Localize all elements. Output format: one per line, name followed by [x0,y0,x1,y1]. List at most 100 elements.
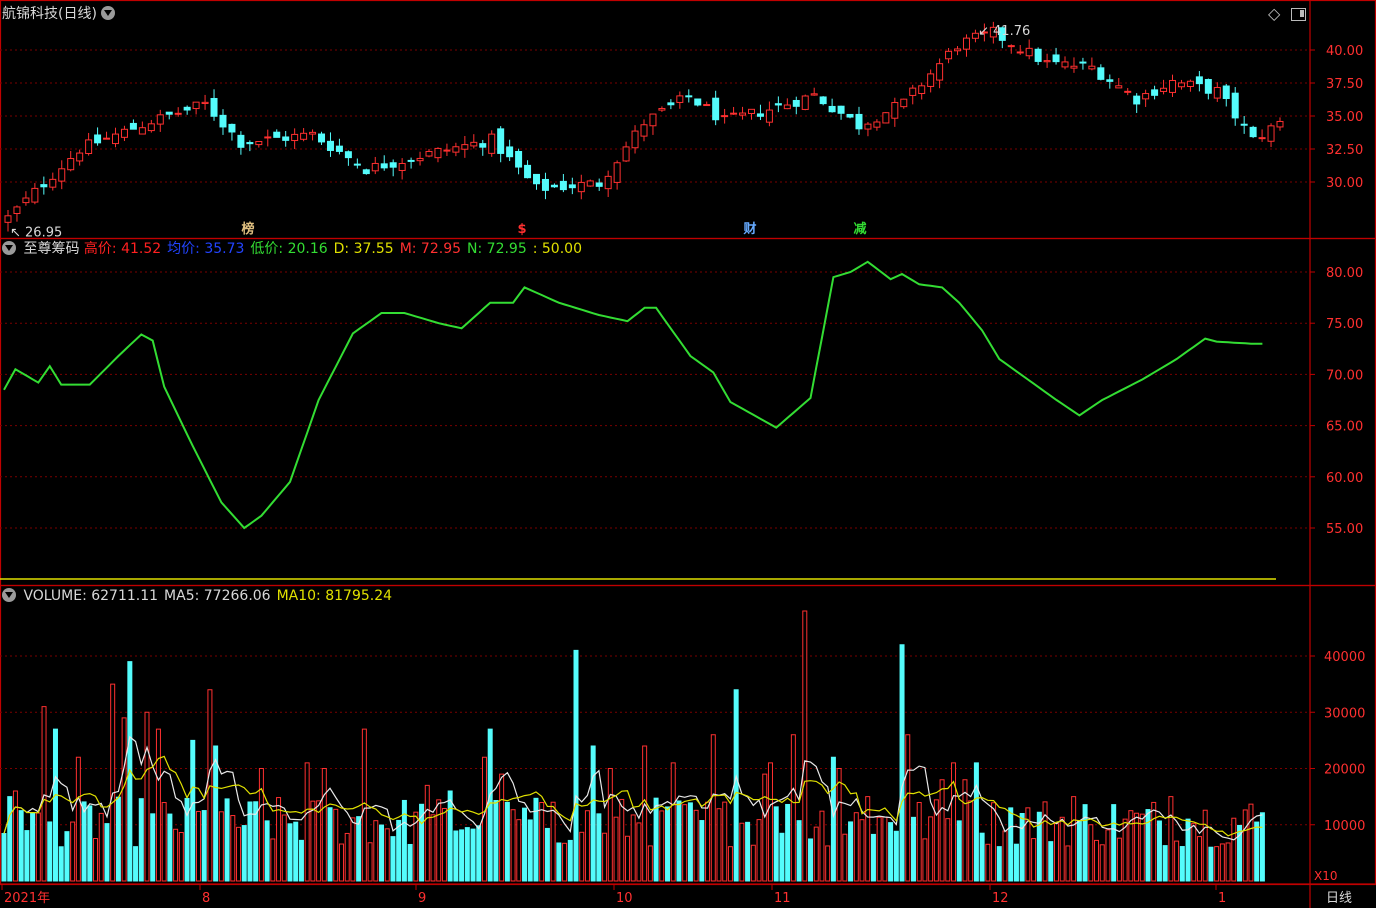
volume-bar-up [70,821,76,882]
volume-bar-up [1088,824,1094,882]
volume-bar-up [951,762,957,882]
candle-down [533,173,541,185]
volume-bar-up [727,846,733,882]
candle-down [828,105,836,113]
volume-bar-down [287,823,293,882]
volume-bar-down [247,801,253,882]
candle-up [371,162,379,172]
x-tick-label: 12 [992,891,1009,906]
candle-down [998,27,1006,41]
panel-layout-icon[interactable] [1291,8,1306,21]
volume-bar-up [790,734,796,882]
tool-diamond-icon[interactable]: ◇ [1268,4,1281,23]
volume-bar-up [859,819,865,882]
volume-bar-up [613,816,619,882]
candle-down [595,182,603,187]
title-text: 航锦科技(日线) [2,6,97,22]
indicator-tick-label: 55.00 [1326,522,1363,537]
legend-item: : 50.00 [532,241,582,257]
volume-legend[interactable]: VOLUME: 62711.11 MA5: 77266.06 MA10: 81795… [2,588,398,604]
volume-bar-up [825,845,831,882]
candle-down [1079,61,1087,64]
volume-bar-up [1094,839,1100,882]
volume-bar-up [647,845,653,882]
volume-bar-down [419,803,425,882]
volume-bar-down [870,833,876,882]
volume-bar-down [407,843,413,882]
price-tick-label: 40.00 [1326,44,1363,59]
candle-down [282,136,290,141]
volume-bar-up [619,798,625,882]
dropdown-icon[interactable] [101,6,116,20]
candle-down [228,123,236,133]
legend-item: MA5: 77266.06 [164,588,271,604]
volume-bar-down [665,806,671,882]
volume-bar-up [338,843,344,882]
volume-bar-up [1196,836,1202,882]
candle-down [210,97,218,117]
volume-bar-up [276,797,282,882]
candle-up [927,73,935,87]
volume-bar-down [687,802,693,882]
volume-bar-up [1151,801,1157,882]
volume-bar-up [624,835,630,882]
volume-bar-down [293,821,299,882]
volume-dropdown-icon[interactable] [2,588,16,602]
volume-bar-up [693,809,699,882]
candle-up [85,139,93,154]
indicator-legend[interactable]: 至尊筹码 高价: 41.52 均价: 35.73 低价: 20.16 D: 37.55… [2,241,588,257]
volume-bar-up [1042,801,1048,882]
volume-bar-up [361,728,367,882]
candle-down [129,122,137,130]
volume-bar-up [41,706,47,882]
volume-bar-down [533,797,539,882]
candle-down [219,114,227,128]
candle-down [389,162,397,168]
x-tick-label: 9 [418,891,426,906]
candle-up [810,93,818,96]
candle-down [712,97,720,121]
candle-down [774,103,782,106]
volume-bar-down [1036,811,1042,882]
volume-tick-label: 20000 [1324,763,1365,778]
volume-bar-down [52,728,58,882]
volume-bar-up [373,820,379,882]
volume-bar-up [876,816,882,882]
candle-up [971,32,979,39]
candle-down [246,142,254,145]
candle-up [918,85,926,95]
volume-bar-down [64,831,70,882]
volume-bar-down [1237,824,1243,882]
volume-bar-up [813,826,819,882]
volume-bar-up [630,814,636,882]
candle-down [550,184,558,188]
volume-bar-up [436,799,442,882]
candle-up [103,137,111,140]
candle-up [801,95,809,110]
indicator-dropdown-icon[interactable] [2,241,16,255]
candle-up [1088,65,1096,70]
volume-bar-down [453,830,459,882]
volume-bar-down [24,830,30,882]
volume-bar-up [579,831,585,882]
candle-up [747,108,755,115]
volume-bar-down [1082,804,1088,882]
volume-bar-up [819,810,825,882]
candle-up [1267,125,1275,142]
indicator-values: 高价: 41.52 均价: 35.73 低价: 20.16 D: 37.55 M: 72… [84,241,588,257]
volume-bar-down [379,824,385,882]
signal-marker: 减 [853,221,866,237]
candle-down [353,163,361,166]
chart-title[interactable]: 航锦科技(日线) [2,6,118,22]
candle-up [900,98,908,108]
volume-bar-up [716,808,722,882]
volume-bar-up [1116,837,1122,882]
candle-up [703,104,711,107]
indicator-tick-label: 75.00 [1326,317,1363,332]
legend-item: N: 72.95 [467,241,527,257]
volume-bar-up [1065,845,1071,882]
volume-bar-up [304,762,310,882]
candle-down [524,164,532,179]
volume-bar-down [167,813,173,882]
